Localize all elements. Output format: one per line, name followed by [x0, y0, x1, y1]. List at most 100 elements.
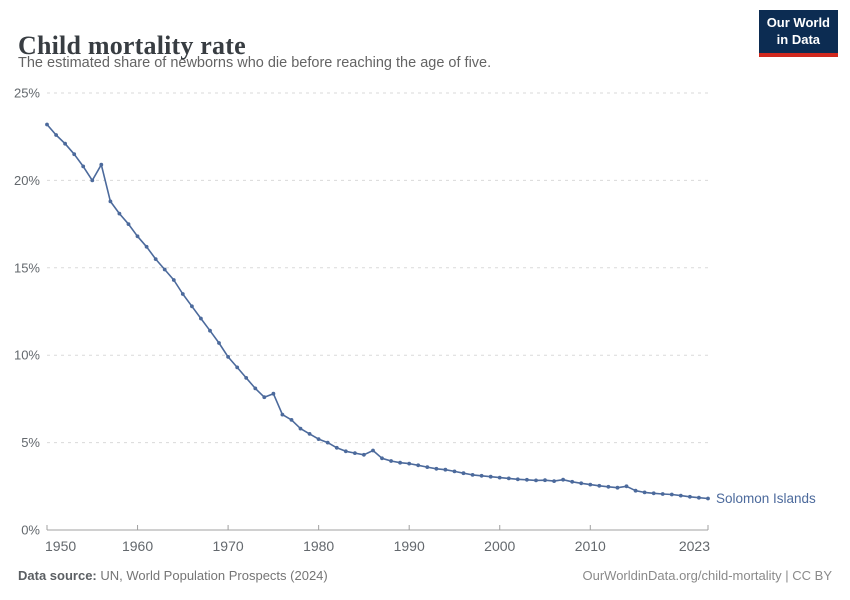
y-tick-label: 5% [21, 435, 40, 450]
data-point[interactable] [389, 459, 393, 463]
data-point[interactable] [54, 133, 58, 137]
data-point[interactable] [244, 376, 249, 380]
data-point[interactable] [325, 440, 330, 445]
data-source-note: Data source: UN, World Population Prospe… [18, 568, 328, 583]
data-point[interactable] [488, 474, 493, 479]
y-tick-label: 25% [14, 86, 40, 101]
data-point[interactable] [90, 178, 95, 183]
data-point[interactable] [660, 492, 665, 496]
data-point[interactable] [506, 476, 511, 481]
data-point[interactable] [262, 395, 267, 400]
data-point[interactable] [45, 122, 49, 127]
data-point[interactable] [81, 164, 86, 169]
data-point[interactable] [615, 485, 620, 490]
data-point[interactable] [570, 479, 575, 484]
owid-logo[interactable]: Our World in Data [758, 10, 838, 57]
data-point[interactable] [208, 328, 212, 333]
data-point[interactable] [117, 211, 122, 216]
data-point[interactable] [362, 452, 366, 457]
owid-logo-line1: Our World [766, 15, 830, 30]
x-tick-label: 2023 [679, 538, 710, 554]
data-point[interactable] [316, 437, 321, 441]
data-point[interactable] [253, 386, 258, 391]
data-point[interactable] [407, 461, 412, 466]
data-point[interactable] [688, 494, 692, 499]
x-tick-label: 1990 [394, 538, 425, 554]
series-label[interactable]: Solomon Islands [716, 491, 816, 506]
data-point[interactable] [235, 365, 240, 370]
data-point[interactable] [697, 495, 701, 500]
data-point[interactable] [588, 482, 593, 487]
data-point[interactable] [217, 341, 221, 345]
data-point[interactable] [126, 222, 131, 227]
data-point[interactable] [651, 491, 656, 496]
data-point[interactable] [624, 484, 629, 489]
data-point[interactable] [280, 412, 285, 417]
data-source-text: UN, World Population Prospects (2024) [96, 568, 328, 583]
data-point[interactable] [434, 466, 439, 471]
data-point[interactable] [298, 426, 303, 431]
data-point[interactable] [353, 451, 357, 455]
y-tick-label: 20% [14, 173, 40, 188]
y-tick-label: 15% [14, 260, 40, 275]
data-point[interactable] [497, 475, 502, 480]
data-point[interactable] [543, 478, 547, 483]
data-point[interactable] [289, 418, 294, 422]
data-point[interactable] [561, 477, 565, 482]
data-point[interactable] [398, 460, 402, 465]
y-tick-label: 0% [21, 523, 40, 538]
data-point[interactable] [470, 473, 475, 477]
data-point[interactable] [678, 493, 683, 498]
data-point[interactable] [144, 244, 149, 249]
data-point[interactable] [642, 490, 647, 495]
data-point[interactable] [343, 449, 348, 454]
data-point[interactable] [461, 471, 466, 476]
owid-citation-link[interactable]: OurWorldinData.org/child-mortality | CC … [582, 568, 833, 583]
data-point[interactable] [669, 492, 674, 497]
data-point[interactable] [135, 234, 140, 239]
x-tick-label: 1980 [303, 538, 334, 554]
data-point[interactable] [525, 477, 529, 482]
owid-logo-line2: in Data [776, 31, 821, 47]
data-point[interactable] [153, 257, 158, 261]
x-tick-label: 1950 [45, 538, 76, 554]
data-point[interactable] [416, 463, 421, 468]
data-point[interactable] [162, 267, 167, 272]
x-tick-label: 2000 [484, 538, 515, 554]
chart-subtitle: The estimated share of newborns who die … [18, 55, 492, 71]
data-point[interactable] [633, 488, 638, 493]
data-point[interactable] [307, 432, 312, 436]
x-tick-label: 2010 [575, 538, 606, 554]
data-point[interactable] [334, 445, 339, 450]
page-title: Child mortality rate [18, 31, 246, 61]
data-point[interactable] [171, 278, 176, 282]
data-point[interactable] [190, 304, 194, 309]
data-point[interactable] [443, 467, 448, 472]
data-point[interactable] [552, 479, 556, 483]
data-point[interactable] [515, 477, 520, 482]
data-point[interactable] [371, 448, 375, 453]
x-tick-label: 1960 [122, 538, 153, 554]
data-point[interactable] [479, 473, 484, 478]
data-point[interactable] [199, 316, 203, 321]
data-point[interactable] [271, 391, 276, 396]
data-point[interactable] [63, 141, 67, 146]
y-tick-label: 10% [14, 348, 40, 363]
data-point[interactable] [108, 199, 113, 204]
data-point[interactable] [534, 478, 538, 483]
data-point[interactable] [606, 484, 611, 489]
data-point[interactable] [226, 355, 231, 359]
x-tick-label: 1970 [213, 538, 244, 554]
data-point[interactable] [72, 152, 77, 157]
data-source-label: Data source: [18, 568, 97, 583]
data-point[interactable] [706, 496, 710, 501]
data-point[interactable] [597, 483, 602, 488]
data-point[interactable] [180, 292, 185, 296]
data-point[interactable] [452, 469, 457, 474]
data-point[interactable] [425, 465, 430, 469]
data-point[interactable] [579, 481, 584, 486]
data-point[interactable] [99, 162, 104, 167]
chart-footer: Data source: UN, World Population Prospe… [18, 568, 832, 583]
data-point[interactable] [380, 456, 384, 461]
